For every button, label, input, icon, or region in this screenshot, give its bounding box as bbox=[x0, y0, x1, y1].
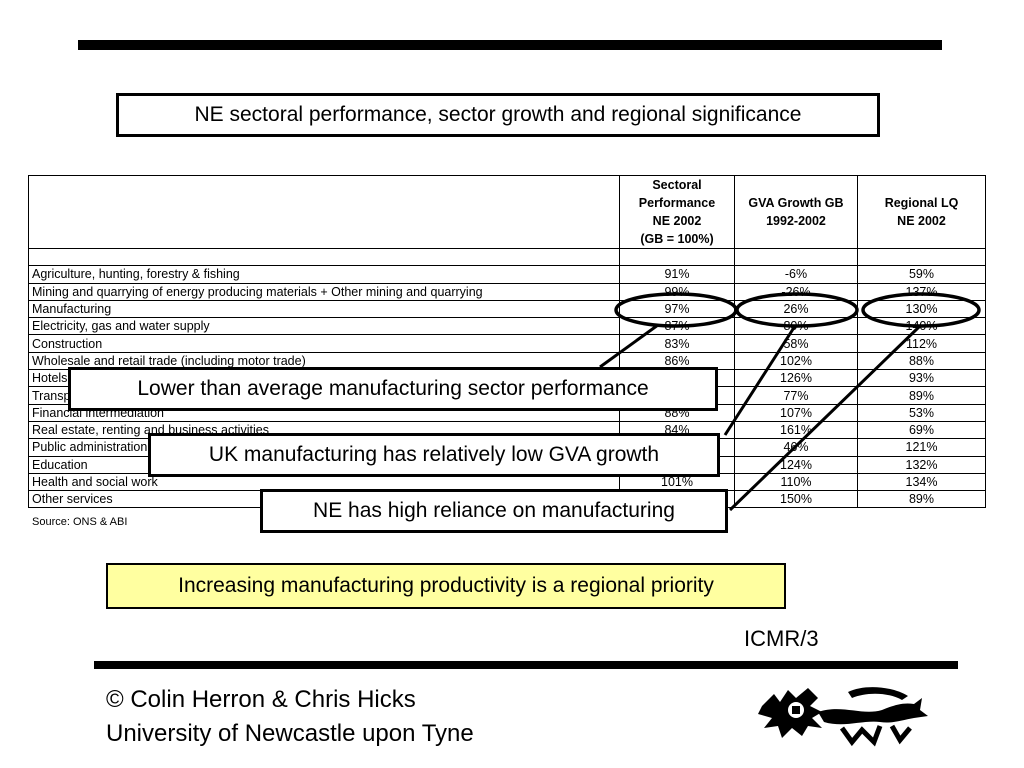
callout-gva-growth: UK manufacturing has relatively low GVA … bbox=[148, 433, 720, 477]
sector-name: Manufacturing bbox=[28, 299, 620, 319]
cell-growth: -26% bbox=[734, 282, 858, 301]
cell-lq: 130% bbox=[857, 299, 986, 319]
cell-growth: 102% bbox=[734, 351, 858, 371]
cell-perf: 99% bbox=[619, 282, 735, 301]
cell-lq: 59% bbox=[857, 265, 986, 284]
footer-credits: © Colin Herron & Chris Hicks University … bbox=[106, 683, 474, 751]
sector-name: Electricity, gas and water supply bbox=[28, 317, 620, 336]
table-row: Electricity, gas and water supply 87% 80% 1… bbox=[28, 317, 986, 336]
sector-name: Agriculture, hunting, forestry & fishing bbox=[28, 265, 620, 284]
footer-line-1: © Colin Herron & Chris Hicks bbox=[106, 686, 416, 713]
cell-perf: 91% bbox=[619, 265, 735, 284]
priority-highlight: Increasing manufacturing productivity is… bbox=[106, 563, 786, 609]
slide-title: NE sectoral performance, sector growth a… bbox=[116, 93, 880, 137]
cell-growth: 161% bbox=[734, 420, 858, 440]
footer-line-2: University of Newcastle upon Tyne bbox=[106, 720, 474, 747]
cell-lq: 69% bbox=[857, 420, 986, 440]
cell-lq: 137% bbox=[857, 282, 986, 301]
cell-growth: 80% bbox=[734, 317, 858, 336]
cell-lq: 89% bbox=[857, 490, 986, 509]
cell-growth: 124% bbox=[734, 455, 858, 474]
cell-lq: 140% bbox=[857, 317, 986, 336]
table-row: Agriculture, hunting, forestry & fishing… bbox=[28, 265, 986, 284]
sector-name: Construction bbox=[28, 334, 620, 353]
cell-lq: 112% bbox=[857, 334, 986, 353]
header-sector bbox=[28, 175, 620, 249]
table-row: Manufacturing 97% 26% 130% bbox=[28, 299, 986, 319]
lion-crest-icon bbox=[758, 687, 928, 747]
cell-growth: 150% bbox=[734, 490, 858, 509]
cell-growth: 46% bbox=[734, 438, 858, 457]
callout-reliance: NE has high reliance on manufacturing bbox=[260, 489, 728, 533]
cell-perf: 87% bbox=[619, 317, 735, 336]
table-row: Mining and quarrying of energy producing… bbox=[28, 282, 986, 301]
header-performance: Sectoral Performance NE 2002 (GB = 100%) bbox=[619, 175, 735, 249]
bottom-rule bbox=[94, 661, 958, 669]
table-spacer-row bbox=[28, 247, 986, 267]
cell-growth: 58% bbox=[734, 334, 858, 353]
cell-growth: 110% bbox=[734, 472, 858, 492]
header-gva-growth: GVA Growth GB 1992-2002 bbox=[734, 175, 858, 249]
cell-growth: 77% bbox=[734, 386, 858, 405]
cell-perf: 83% bbox=[619, 334, 735, 353]
header-regional-lq: Regional LQ NE 2002 bbox=[857, 175, 986, 249]
cell-lq: 93% bbox=[857, 369, 986, 388]
cell-lq: 134% bbox=[857, 472, 986, 492]
cell-growth: 126% bbox=[734, 369, 858, 388]
slide-title-text: NE sectoral performance, sector growth a… bbox=[194, 103, 802, 126]
slide-id: ICMR/3 bbox=[744, 626, 819, 651]
cell-growth: 26% bbox=[734, 299, 858, 319]
cell-lq: 121% bbox=[857, 438, 986, 457]
table-row: Construction 83% 58% 112% bbox=[28, 334, 986, 353]
cell-growth: 107% bbox=[734, 403, 858, 422]
table-header-row: Sectoral Performance NE 2002 (GB = 100%)… bbox=[28, 175, 986, 249]
cell-lq: 88% bbox=[857, 351, 986, 371]
callout-performance: Lower than average manufacturing sector … bbox=[68, 367, 718, 411]
cell-lq: 132% bbox=[857, 455, 986, 474]
cell-lq: 53% bbox=[857, 403, 986, 422]
cell-growth: -6% bbox=[734, 265, 858, 284]
cell-lq: 89% bbox=[857, 386, 986, 405]
source-note: Source: ONS & ABI bbox=[32, 516, 128, 528]
top-rule bbox=[78, 40, 942, 50]
sector-name: Mining and quarrying of energy producing… bbox=[28, 282, 620, 301]
cell-perf: 97% bbox=[619, 299, 735, 319]
